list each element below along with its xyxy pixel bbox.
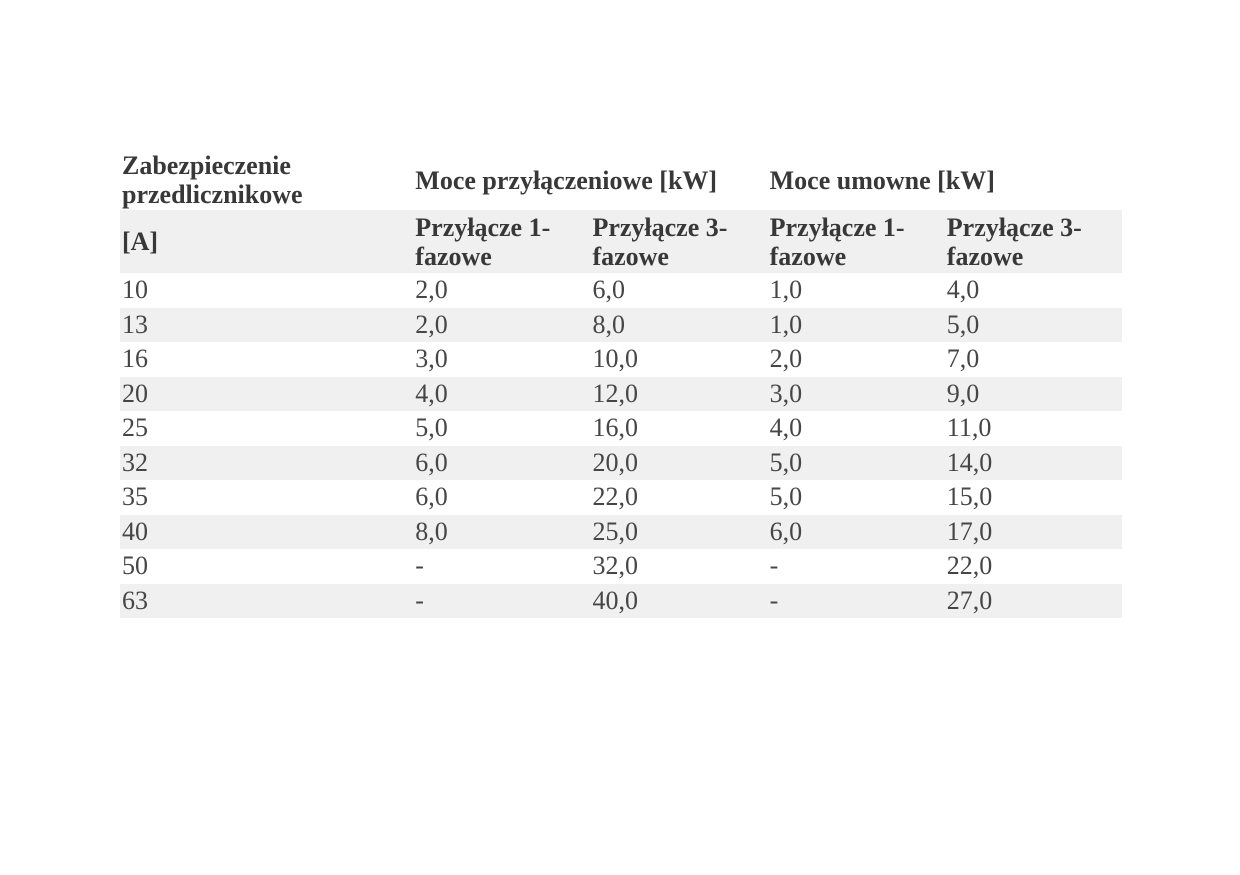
table-row: 40 8,0 25,0 6,0 17,0 [120, 514, 1122, 549]
cell-value: 3,0 [769, 378, 803, 408]
header-unit: [A] [122, 227, 159, 256]
header-protection: Zabezpieczenie przedlicznikowe [122, 151, 303, 209]
cell-value: 20,0 [592, 447, 638, 477]
cell-fuse-rating: 16 [122, 344, 148, 374]
cell-value: 2,0 [415, 275, 448, 305]
table-row: 63 - 40,0 - 27,0 [120, 583, 1122, 618]
header-connection-power: Moce przyłączeniowe [kW] [415, 165, 718, 195]
power-table: Zabezpieczenie przedlicznikowe Moce przy… [120, 150, 1122, 618]
cell-value: 15,0 [946, 482, 993, 512]
cell-fuse-rating: 50 [122, 551, 148, 581]
cell-value: 4,0 [415, 378, 448, 408]
table-row: 32 6,0 20,0 5,0 14,0 [120, 445, 1122, 480]
cell-value: 8,0 [592, 309, 625, 339]
cell-value: 5,0 [415, 413, 448, 443]
table-header: Zabezpieczenie przedlicznikowe Moce przy… [120, 150, 1122, 273]
cell-value: 40,0 [592, 585, 638, 615]
header-connection-3phase: Przyłącze 3-fazowe [592, 212, 728, 271]
cell-fuse-rating: 20 [122, 378, 148, 408]
sub-header-row: [A] Przyłącze 1-fazowe Przyłącze 3-fazow… [120, 210, 1122, 273]
cell-value: - [415, 551, 424, 581]
header-contracted-3phase: Przyłącze 3-fazowe [946, 212, 1082, 271]
cell-value: 6,0 [415, 482, 448, 512]
header-contracted-power: Moce umowne [kW] [769, 165, 995, 195]
cell-fuse-rating: 40 [122, 516, 148, 546]
cell-value: 5,0 [769, 447, 803, 477]
table-row: 10 2,0 6,0 1,0 4,0 [120, 273, 1122, 308]
cell-value: 10,0 [592, 344, 638, 374]
group-header-row: Zabezpieczenie przedlicznikowe Moce przy… [120, 150, 1122, 210]
cell-fuse-rating: 25 [122, 413, 148, 443]
cell-value: 1,0 [769, 309, 803, 339]
cell-value: 17,0 [946, 516, 993, 546]
cell-fuse-rating: 32 [122, 447, 148, 477]
cell-value: 6,0 [592, 275, 625, 305]
cell-fuse-rating: 35 [122, 482, 148, 512]
cell-value: - [769, 585, 779, 615]
cell-value: 3,0 [415, 344, 448, 374]
cell-value: 4,0 [946, 275, 980, 305]
cell-value: 6,0 [769, 516, 803, 546]
table-body: 10 2,0 6,0 1,0 4,0 13 2,0 8,0 1,0 5,0 16… [120, 273, 1122, 618]
cell-value: 5,0 [946, 309, 980, 339]
cell-value: 14,0 [946, 447, 993, 477]
table-row: 16 3,0 10,0 2,0 7,0 [120, 342, 1122, 377]
cell-value: 8,0 [415, 516, 448, 546]
table-row: 20 4,0 12,0 3,0 9,0 [120, 376, 1122, 411]
power-table-container: Zabezpieczenie przedlicznikowe Moce przy… [120, 150, 1122, 618]
cell-value: 9,0 [946, 378, 980, 408]
cell-value: 4,0 [769, 413, 803, 443]
table-row: 25 5,0 16,0 4,0 11,0 [120, 411, 1122, 446]
cell-value: 22,0 [592, 482, 638, 512]
cell-value: 27,0 [946, 585, 993, 615]
cell-value: 2,0 [415, 309, 448, 339]
cell-fuse-rating: 10 [122, 275, 148, 305]
cell-value: 16,0 [592, 413, 638, 443]
cell-value: - [415, 585, 424, 615]
cell-value: 12,0 [592, 378, 638, 408]
cell-value: - [769, 551, 779, 581]
cell-fuse-rating: 63 [122, 585, 148, 615]
cell-value: 6,0 [415, 447, 448, 477]
cell-value: 1,0 [769, 275, 803, 305]
cell-value: 11,0 [946, 413, 992, 443]
cell-value: 7,0 [946, 344, 980, 374]
cell-value: 5,0 [769, 482, 803, 512]
table-row: 50 - 32,0 - 22,0 [120, 549, 1122, 584]
cell-value: 32,0 [592, 551, 638, 581]
table-row: 13 2,0 8,0 1,0 5,0 [120, 307, 1122, 342]
table-row: 35 6,0 22,0 5,0 15,0 [120, 480, 1122, 515]
header-contracted-1phase: Przyłącze 1-fazowe [769, 212, 905, 271]
header-connection-1phase: Przyłącze 1-fazowe [415, 212, 551, 271]
cell-value: 22,0 [946, 551, 993, 581]
cell-fuse-rating: 13 [122, 309, 148, 339]
cell-value: 25,0 [592, 516, 638, 546]
cell-value: 2,0 [769, 344, 803, 374]
